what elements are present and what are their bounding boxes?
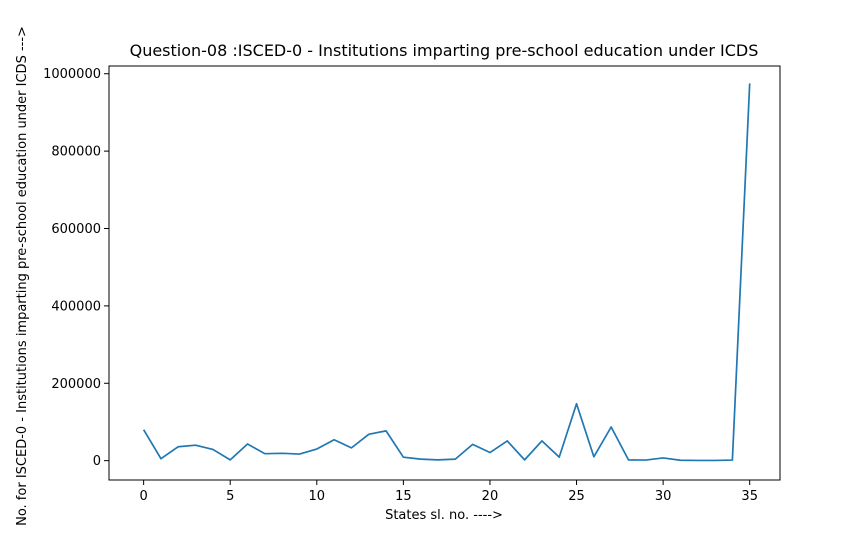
plot-frame bbox=[108, 65, 781, 481]
x-tick-label: 15 bbox=[395, 489, 412, 504]
x-axis: 0 5 10 15 20 25 30 35 bbox=[139, 480, 758, 504]
y-tick-label: 600000 bbox=[51, 222, 101, 237]
x-tick-label: 35 bbox=[741, 489, 758, 504]
series-line bbox=[142, 83, 751, 462]
x-tick-label: 30 bbox=[655, 489, 672, 504]
y-tick-label: 1000000 bbox=[43, 67, 101, 82]
x-tick-label: 20 bbox=[482, 489, 499, 504]
chart-title: Question-08 :ISCED-0 - Institutions impa… bbox=[130, 41, 759, 60]
x-axis-label: States sl. no. ----> bbox=[385, 508, 503, 523]
x-tick-label: 5 bbox=[226, 489, 234, 504]
y-tick-label: 800000 bbox=[51, 145, 101, 160]
y-tick-label: 200000 bbox=[51, 377, 101, 392]
x-tick-label: 10 bbox=[309, 489, 326, 504]
plot-area bbox=[142, 83, 751, 462]
x-tick-label: 25 bbox=[568, 489, 585, 504]
y-axis: 0 200000 400000 600000 800000 1000000 bbox=[43, 67, 109, 469]
y-axis-label: No. for ISCED-0 - Institutions imparting… bbox=[15, 26, 30, 526]
x-tick-label: 0 bbox=[139, 489, 147, 504]
y-tick-label: 0 bbox=[93, 454, 101, 469]
y-tick-label: 400000 bbox=[51, 299, 101, 314]
